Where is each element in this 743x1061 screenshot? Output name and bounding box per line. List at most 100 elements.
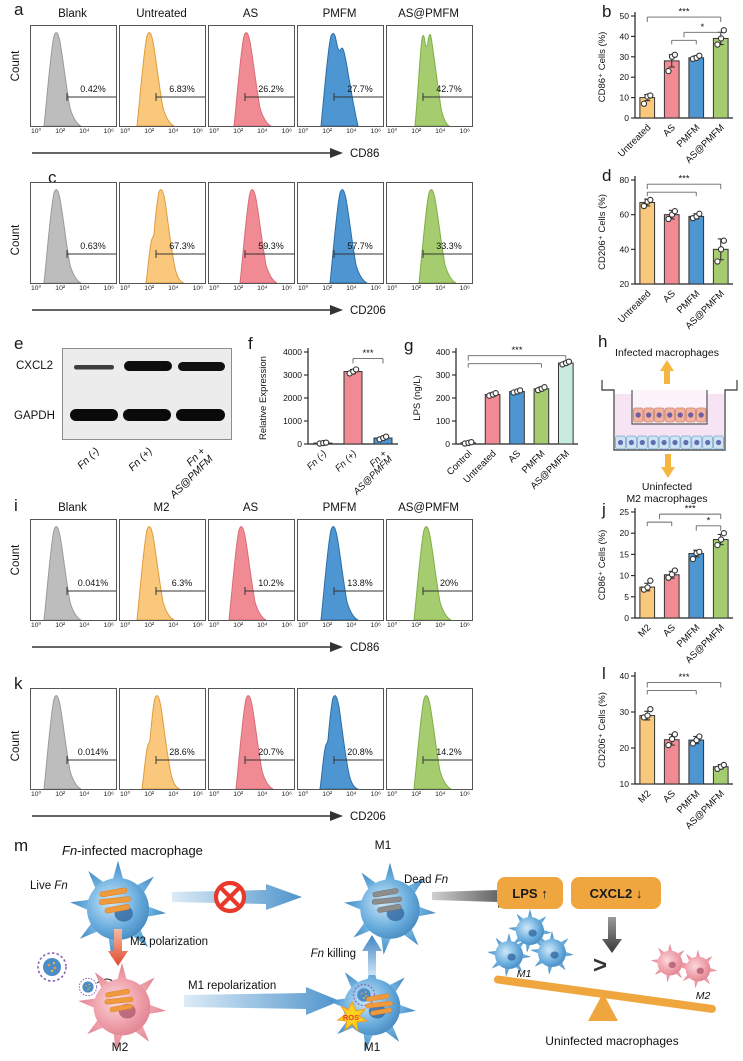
gate-percent-label: 26.2% (258, 84, 284, 94)
hist-panel: 6.83% 10⁰ 10² 10⁴ 10⁶ (119, 25, 206, 137)
xtick-label: 10⁶ (459, 285, 470, 292)
m2-group-cell-icon (650, 943, 690, 983)
x-category-label: Fn (+) (333, 448, 359, 474)
y-tick-label: 20 (620, 72, 630, 82)
histogram-peak (329, 189, 368, 283)
fn-killing-label: Fn killing (311, 948, 356, 960)
y-tick-label: 60 (620, 210, 630, 220)
flow-histogram: 6.3% (119, 519, 206, 621)
histogram-peak (418, 189, 457, 283)
y-tick-label: 40 (620, 671, 630, 681)
xtick-label: 10⁶ (103, 791, 114, 798)
cell-nucleus (661, 439, 667, 446)
gate-percent-label: 13.8% (347, 578, 373, 588)
data-point (644, 584, 651, 591)
y-axis-label: CD86⁺ Cells (%) (597, 530, 608, 600)
histogram-peak (145, 189, 185, 283)
xtick-label: 10⁶ (281, 128, 292, 135)
hist-panel: 28.6% 10⁰ 10² 10⁴ 10⁶ (119, 688, 206, 800)
lps-box-label: LPS ↑ (512, 886, 547, 901)
xtick-label: 10⁴ (79, 622, 90, 629)
y-tick-label: 0 (445, 439, 450, 449)
xtick-label: 10⁴ (79, 791, 90, 798)
arrowhead-icon (330, 642, 343, 652)
histogram-peak (43, 32, 82, 126)
hist-panel: 59.3% 10⁰ 10² 10⁴ 10⁶ (208, 182, 295, 294)
y-tick-label: 1000 (283, 416, 302, 426)
cell-nucleus (683, 439, 689, 446)
hist-xticks: 10⁰ 10² 10⁴ 10⁶ (297, 127, 382, 137)
data-point (352, 366, 360, 373)
cell-nucleus (635, 412, 641, 418)
xtick-label: 10⁶ (459, 791, 470, 798)
m2-cell-label: M2 (112, 1040, 129, 1054)
cell-nucleus (667, 412, 673, 418)
gate-percent-label: 10.2% (258, 578, 284, 588)
bar (639, 202, 656, 285)
marker-label: CD206 (350, 811, 386, 823)
m2-group-label: M2 (696, 990, 711, 1002)
m2-polarization-label: M2 polarization (130, 936, 208, 948)
hist-panel: 10.2% 10⁰ 10² 10⁴ 10⁶ (208, 519, 295, 631)
hist-title: Untreated (136, 8, 187, 20)
panel-label-e: e (14, 334, 24, 353)
cell-nucleus (628, 439, 634, 446)
nanoparticle-small-icon (78, 977, 98, 997)
flow-histogram: 28.6% (119, 688, 206, 790)
infected-cell-row (633, 407, 707, 423)
y-tick-label: 300 (436, 370, 450, 380)
bar-chart-cd206-infected: 20 40 60 80 CD206⁺ Cells (%) Untreated AS PMFM A… (595, 166, 743, 332)
data-point (689, 555, 697, 563)
xtick-label: 10⁶ (103, 622, 114, 629)
flow-row-cd86-uninfected: Blank M2 AS PMFM AS@PMFM 0.041% 10⁰ 10² 10⁴ 10⁶ 6.… (10, 502, 482, 656)
histogram-peak (414, 34, 450, 126)
hist-panel: 0.014% 10⁰ 10² 10⁴ 10⁶ (30, 688, 117, 800)
data-point (492, 390, 499, 397)
xtick-label: 10⁰ (31, 622, 42, 629)
uninfected-cell-row (615, 435, 724, 450)
lps-box (497, 877, 563, 909)
seesaw-beam (493, 975, 716, 1013)
data-point (565, 358, 573, 365)
flow-histogram: 6.83% (119, 25, 206, 127)
flow-histogram: 0.014% (30, 688, 117, 790)
transwell-bottom-label-1: Uninfected (642, 481, 692, 493)
hist-panel: 42.7% 10⁰ 10² 10⁴ 10⁶ (386, 25, 473, 137)
xtick-label: 10⁴ (168, 791, 179, 798)
flow-histogram: 27.7% (297, 25, 384, 127)
histogram-peak (43, 189, 82, 283)
xtick-label: 10⁶ (192, 128, 203, 135)
cell-nucleus (698, 412, 704, 418)
bar-chart-cd86-infected: 0 10 20 30 40 50 CD86⁺ Cells (%) Untreated AS PMF… (595, 2, 743, 166)
data-point (720, 761, 728, 769)
y-tick-label: 40 (620, 244, 630, 254)
hist-panel: 57.7% 10⁰ 10² 10⁴ 10⁶ (297, 182, 384, 294)
gate-percent-label: 0.42% (80, 84, 106, 94)
data-point (720, 237, 728, 244)
x-category-label: Untreated (616, 288, 653, 325)
cxcl2-box-label: CXCL2 ↓ (590, 886, 643, 901)
xtick-label: 10⁰ (31, 285, 42, 292)
hist-panel: 20% 10⁰ 10² 10⁴ 10⁶ (386, 519, 473, 631)
arrowhead-icon (330, 305, 343, 315)
marker-label: CD206 (350, 305, 386, 317)
hist-panel: 13.8% 10⁰ 10² 10⁴ 10⁶ (297, 519, 384, 631)
marker-axis: CD206 (30, 807, 482, 825)
x-category-label: AS (661, 288, 678, 305)
flow-histogram: 67.3% (119, 182, 206, 284)
hist-xticks: 10⁰ 10² 10⁴ 10⁶ (119, 790, 204, 800)
xtick-label: 10⁴ (257, 128, 268, 135)
bar (663, 574, 680, 619)
hist-panel: 20.8% 10⁰ 10² 10⁴ 10⁶ (297, 688, 384, 800)
seesaw-fulcrum (588, 993, 618, 1021)
data-point (696, 548, 703, 556)
marker-label: CD86 (350, 148, 379, 160)
histogram-peak (43, 526, 82, 620)
data-point (322, 439, 330, 446)
xtick-label: 10⁴ (168, 285, 179, 292)
xtick-label: 10⁴ (168, 128, 179, 135)
x-category-label: M2 (636, 622, 653, 639)
seesaw-beam-group (493, 975, 716, 1013)
hist-panel: 6.3% 10⁰ 10² 10⁴ 10⁶ (119, 519, 206, 631)
xtick-label: 10² (55, 128, 66, 135)
